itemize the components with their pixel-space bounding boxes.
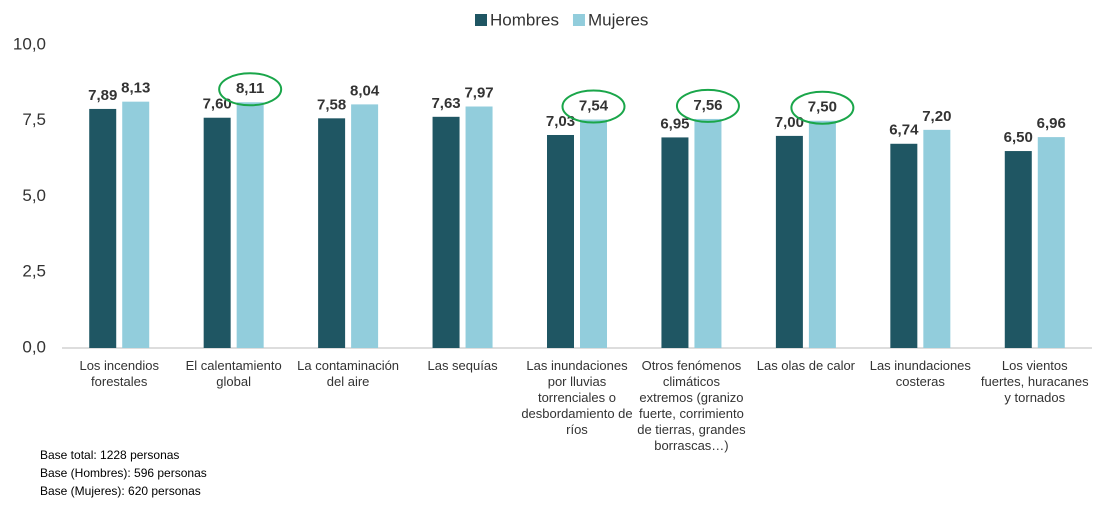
value-label: 7,60	[203, 96, 232, 113]
x-tick-label: Los incendios forestales	[79, 358, 159, 389]
bar	[236, 102, 264, 348]
value-label: 6,96	[1037, 115, 1066, 132]
bar	[122, 101, 150, 348]
footnote: Base total: 1228 personas	[40, 448, 180, 462]
y-tick-label: 0,0	[22, 337, 46, 356]
bar	[694, 118, 722, 348]
x-tick-label: El calentamiento global	[185, 358, 282, 389]
value-label: 7,89	[88, 87, 117, 104]
footnote: Base (Hombres): 596 personas	[40, 466, 207, 480]
value-label: 7,20	[922, 108, 951, 125]
y-tick-label: 5,0	[22, 186, 46, 205]
bar	[775, 135, 803, 348]
bar	[580, 119, 607, 349]
highlight-ring	[218, 72, 283, 107]
value-label: 7,54	[579, 98, 609, 115]
value-label: 7,03	[546, 113, 575, 130]
legend-label: Mujeres	[588, 10, 648, 29]
value-label: 8,13	[121, 80, 150, 97]
bar	[432, 116, 460, 348]
value-label: 8,04	[350, 82, 380, 99]
value-label: 7,63	[431, 95, 460, 112]
legend-label: Hombres	[490, 10, 559, 29]
value-label: 6,95	[660, 115, 689, 132]
value-label: 8,11	[236, 80, 264, 97]
bar	[465, 106, 493, 348]
bar	[661, 137, 689, 348]
x-tick-label: Los vientos fuertes, huracanes y tornado…	[980, 358, 1089, 405]
value-label: 7,00	[775, 114, 804, 131]
bar	[923, 129, 951, 348]
footnote: Base (Mujeres): 620 personas	[40, 484, 201, 498]
value-label: 7,50	[808, 99, 837, 116]
x-tick-label: Las inundaciones costeras	[869, 358, 971, 389]
highlight-ring	[790, 90, 855, 125]
x-tick-label: La contaminación del aire	[297, 358, 400, 389]
y-tick-label: 2,5	[22, 262, 46, 281]
bar	[547, 134, 574, 348]
bar	[89, 108, 117, 348]
bar	[890, 143, 918, 348]
bar	[808, 120, 836, 348]
y-tick-label: 10,0	[13, 34, 46, 53]
value-label: 7,58	[317, 96, 346, 113]
x-tick-label: Las olas de calor	[756, 358, 856, 373]
highlight-ring	[675, 88, 740, 123]
value-label: 7,56	[693, 97, 722, 114]
value-label: 6,74	[889, 122, 919, 139]
value-label: 7,97	[464, 84, 493, 101]
highlight-ring	[561, 89, 626, 124]
legend-swatch	[572, 14, 585, 26]
bar	[203, 117, 231, 348]
y-tick-label: 7,5	[22, 110, 46, 129]
x-tick-label: Otros fenómenos climáticos extremos (gra…	[637, 358, 746, 453]
legend-swatch	[475, 14, 487, 26]
value-label: 6,50	[1004, 129, 1033, 146]
bar	[1004, 151, 1032, 348]
x-tick-label: Las inundaciones por lluvias torrenciale…	[521, 358, 633, 437]
bar	[318, 118, 346, 349]
bar	[1037, 137, 1065, 348]
x-tick-label: Las sequías	[427, 358, 498, 373]
bar	[351, 104, 379, 348]
